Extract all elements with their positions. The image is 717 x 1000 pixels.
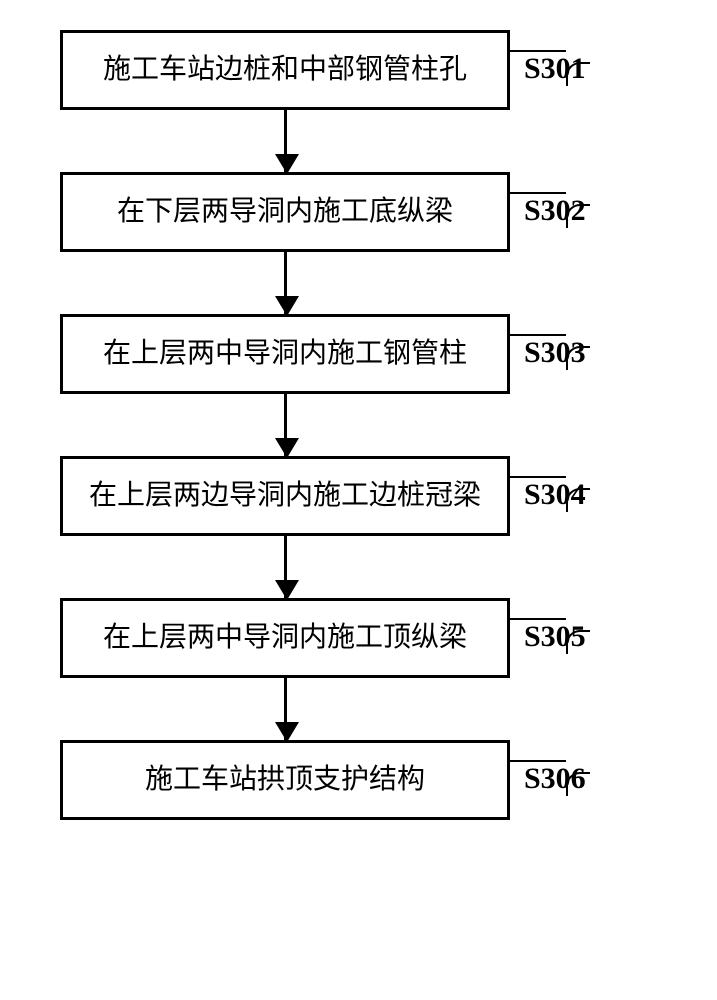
flow-step-box: 在上层两中导洞内施工顶纵梁 (60, 598, 510, 678)
flow-arrow-wrap (60, 110, 510, 172)
bracket-icon (510, 444, 590, 480)
flow-arrow-wrap (60, 394, 510, 456)
arrow-down-icon (284, 110, 287, 172)
flow-step-box: 在上层两边导洞内施工边桩冠梁 (60, 456, 510, 536)
flow-step-box: 在下层两导洞内施工底纵梁 (60, 172, 510, 252)
flow-step-text: 在上层两边导洞内施工边桩冠梁 (89, 479, 481, 513)
flow-step-row: 在上层两中导洞内施工钢管柱 S303 (60, 314, 717, 394)
flow-step-label-col: S305 (510, 586, 590, 654)
flow-step-row: 施工车站边桩和中部钢管柱孔 S301 (60, 30, 717, 110)
flow-step-box: 施工车站边桩和中部钢管柱孔 (60, 30, 510, 110)
flow-step-text: 在上层两中导洞内施工钢管柱 (103, 337, 467, 371)
arrow-down-icon (284, 678, 287, 740)
arrow-down-icon (284, 536, 287, 598)
flow-step-label-col: S303 (510, 302, 590, 370)
flow-step-row: 在下层两导洞内施工底纵梁 S302 (60, 172, 717, 252)
flow-step-box: 在上层两中导洞内施工钢管柱 (60, 314, 510, 394)
flow-step-text: 施工车站边桩和中部钢管柱孔 (103, 53, 467, 87)
flow-step-row: 在上层两边导洞内施工边桩冠梁 S304 (60, 456, 717, 536)
flow-step-box: 施工车站拱顶支护结构 (60, 740, 510, 820)
arrow-down-icon (284, 252, 287, 314)
flow-arrow-wrap (60, 678, 510, 740)
flow-step-row: 施工车站拱顶支护结构 S306 (60, 740, 717, 820)
flow-step-text: 在下层两导洞内施工底纵梁 (117, 195, 453, 229)
bracket-icon (510, 728, 590, 764)
bracket-icon (510, 18, 590, 54)
flow-step-label-col: S306 (510, 728, 590, 796)
flow-step-label-col: S301 (510, 18, 590, 86)
flow-arrow-wrap (60, 536, 510, 598)
bracket-icon (510, 586, 590, 622)
flow-step-label-col: S304 (510, 444, 590, 512)
flow-step-label-col: S302 (510, 160, 590, 228)
flow-step-text: 在上层两中导洞内施工顶纵梁 (103, 621, 467, 655)
bracket-icon (510, 160, 590, 196)
flow-step-row: 在上层两中导洞内施工顶纵梁 S305 (60, 598, 717, 678)
flowchart-container: 施工车站边桩和中部钢管柱孔 S301 在下层两导洞内施工底纵梁 S302 在上层… (0, 0, 717, 1000)
flow-step-text: 施工车站拱顶支护结构 (145, 763, 425, 797)
flow-arrow-wrap (60, 252, 510, 314)
bracket-icon (510, 302, 590, 338)
arrow-down-icon (284, 394, 287, 456)
